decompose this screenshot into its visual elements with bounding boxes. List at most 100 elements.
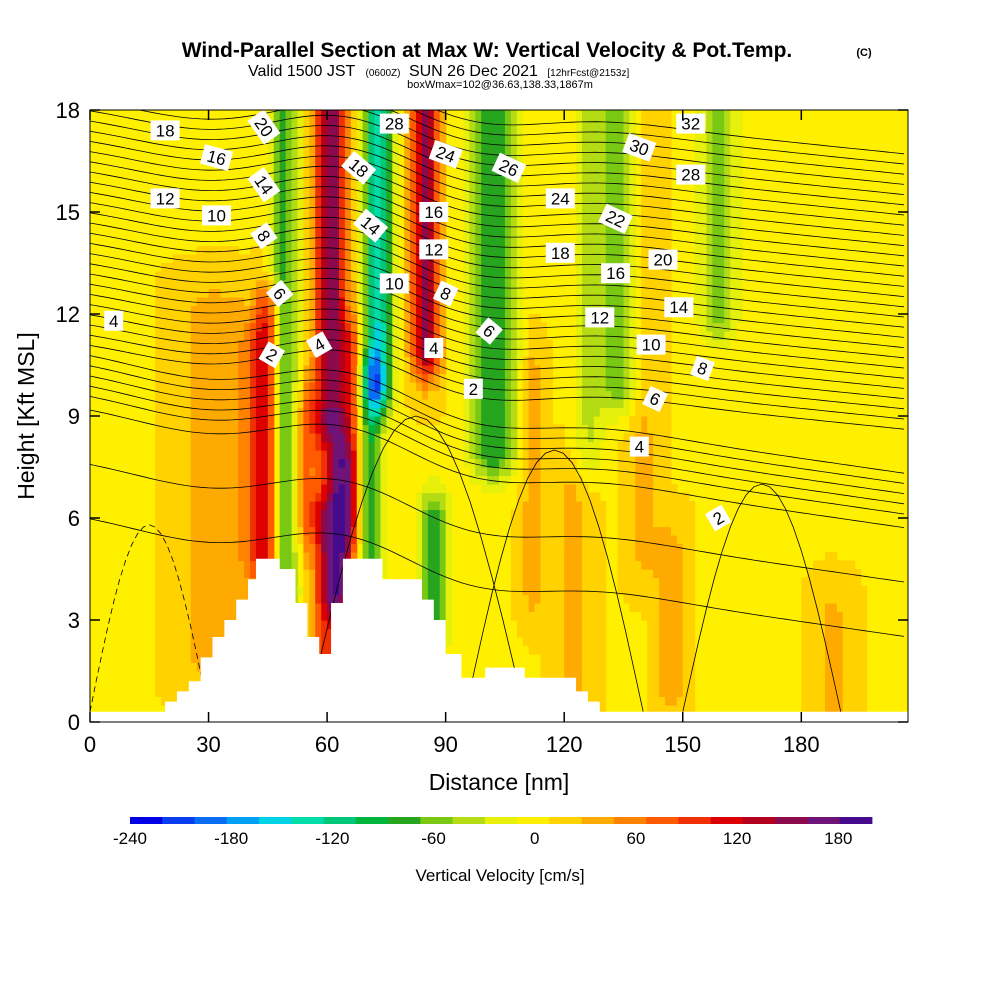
w-cell	[611, 322, 619, 332]
w-cell	[854, 577, 862, 587]
w-cell	[534, 356, 542, 366]
w-cell	[664, 509, 672, 519]
w-cell	[303, 390, 310, 400]
w-cell	[463, 169, 470, 179]
w-cell	[581, 390, 589, 400]
w-cell	[647, 458, 654, 468]
w-cell	[836, 696, 844, 706]
w-cell	[593, 135, 601, 145]
w-cell	[368, 178, 376, 188]
w-cell	[706, 220, 713, 230]
w-cell	[315, 586, 322, 596]
w-cell	[344, 348, 352, 358]
w-cell	[333, 356, 340, 366]
w-cell	[481, 110, 488, 120]
w-cell	[291, 339, 299, 349]
w-cell	[155, 594, 162, 604]
w-cell	[279, 110, 287, 120]
w-cell	[611, 348, 619, 358]
w-cell	[267, 407, 275, 417]
w-cell	[605, 288, 613, 298]
w-cell	[214, 501, 222, 511]
w-cell	[587, 526, 595, 536]
w-cell	[587, 458, 595, 468]
w-cell	[338, 458, 346, 468]
w-cell	[273, 110, 281, 120]
w-cell	[599, 339, 607, 349]
w-cell	[161, 688, 168, 698]
w-cell	[161, 339, 168, 349]
w-cell	[374, 331, 382, 341]
w-cell	[309, 246, 316, 256]
w-cell	[854, 645, 862, 655]
w-cell	[576, 475, 583, 485]
w-cell	[552, 518, 559, 528]
w-cell	[718, 127, 725, 137]
w-cell	[676, 679, 684, 689]
w-cell	[487, 416, 494, 426]
w-cell	[712, 161, 719, 171]
w-cell	[380, 237, 387, 247]
w-cell	[659, 662, 666, 672]
w-cell	[350, 458, 358, 468]
w-cell	[653, 356, 660, 366]
w-cell	[244, 348, 251, 358]
w-cell	[309, 195, 316, 205]
w-cell	[196, 339, 204, 349]
w-cell	[576, 645, 583, 655]
w-cell	[374, 348, 382, 358]
w-cell	[581, 348, 589, 358]
w-cell	[285, 203, 293, 213]
w-cell	[688, 543, 696, 553]
w-cell	[629, 297, 636, 307]
w-cell	[629, 118, 636, 128]
w-cell	[718, 246, 725, 256]
w-cell	[202, 603, 210, 613]
w-cell	[534, 365, 542, 375]
w-cell	[250, 297, 257, 307]
w-cell	[410, 348, 417, 358]
w-cell	[481, 297, 488, 307]
w-cell	[297, 467, 304, 477]
w-cell	[344, 526, 352, 536]
w-cell	[309, 356, 316, 366]
w-cell	[534, 441, 542, 451]
w-cell	[244, 339, 251, 349]
w-cell	[220, 560, 227, 570]
w-cell	[344, 433, 352, 443]
w-cell	[664, 118, 672, 128]
w-cell	[487, 450, 494, 460]
w-cell	[647, 416, 654, 426]
w-cell	[664, 441, 672, 451]
w-cell	[629, 220, 636, 230]
w-cell	[238, 356, 245, 366]
w-cell	[718, 118, 725, 128]
w-cell	[522, 441, 530, 451]
w-cell	[736, 314, 743, 324]
w-cell	[196, 407, 204, 417]
w-cell	[350, 356, 358, 366]
w-cell	[161, 407, 168, 417]
w-cell	[493, 237, 500, 247]
w-cell	[510, 220, 518, 230]
w-cell	[647, 526, 654, 536]
w-cell	[421, 356, 429, 366]
w-cell	[664, 416, 672, 426]
w-cell	[380, 365, 387, 375]
w-cell	[184, 543, 192, 553]
w-cell	[546, 543, 553, 553]
w-cell	[184, 569, 192, 579]
w-cell	[593, 679, 601, 689]
w-cell	[445, 526, 453, 536]
w-cell	[516, 297, 524, 307]
w-cell	[392, 169, 399, 179]
w-cell	[303, 526, 310, 536]
w-cell	[493, 263, 500, 273]
w-cell	[155, 339, 162, 349]
w-cell	[315, 135, 322, 145]
w-cell	[350, 144, 358, 154]
w-cell	[279, 424, 287, 434]
w-cell	[333, 161, 340, 171]
w-cell	[226, 433, 233, 443]
w-cell	[202, 365, 210, 375]
